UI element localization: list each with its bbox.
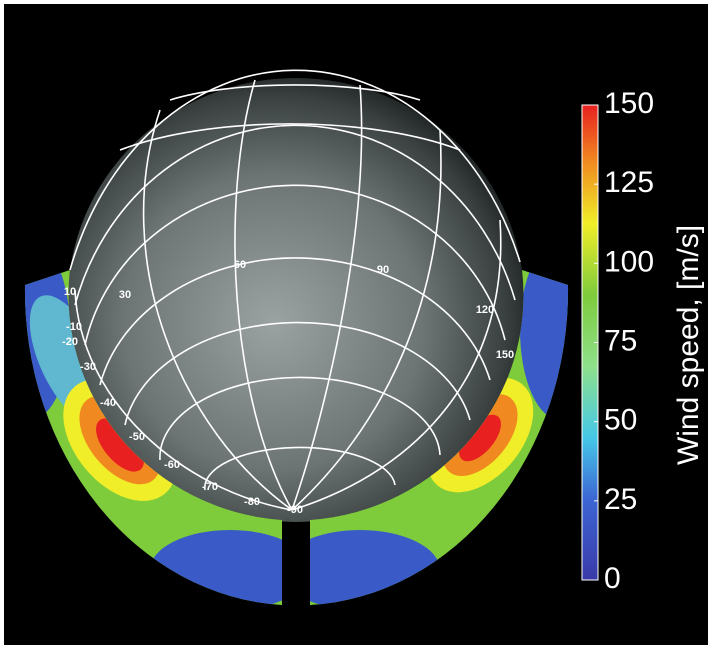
colorbar-label: Wind speed, [m/s] (672, 225, 705, 465)
latitude-label: -90 (287, 504, 303, 516)
longitude-label: 150 (496, 349, 514, 361)
colorbar-tick-label: 75 (604, 324, 637, 357)
latitude-label: -40 (100, 397, 116, 409)
longitude-label: 90 (377, 264, 389, 276)
colorbar-tick-label: 125 (604, 166, 654, 199)
longitude-label: 120 (476, 304, 494, 316)
colorbar-tick-label: 25 (604, 483, 637, 516)
figure: 30 60 90 120 150 10 -10 -20 -30 -40 -50 … (0, 0, 712, 649)
latitude-label: -70 (202, 481, 218, 493)
colorbar-tick-label: 100 (604, 245, 654, 278)
longitude-label: 60 (234, 259, 246, 271)
colorbar-tick-label: 0 (604, 562, 621, 595)
colorbar-tick-label: 150 (604, 87, 654, 120)
latitude-label: -10 (66, 321, 82, 333)
latitude-label: 10 (64, 286, 76, 298)
latitude-label: -30 (80, 361, 96, 373)
longitude-label: 30 (119, 289, 131, 301)
latitude-label: -80 (244, 496, 260, 508)
latitude-label: -20 (62, 336, 78, 348)
latitude-label: -60 (164, 459, 180, 471)
latitude-label: -50 (129, 431, 145, 443)
colorbar-tick-label: 50 (604, 404, 637, 437)
